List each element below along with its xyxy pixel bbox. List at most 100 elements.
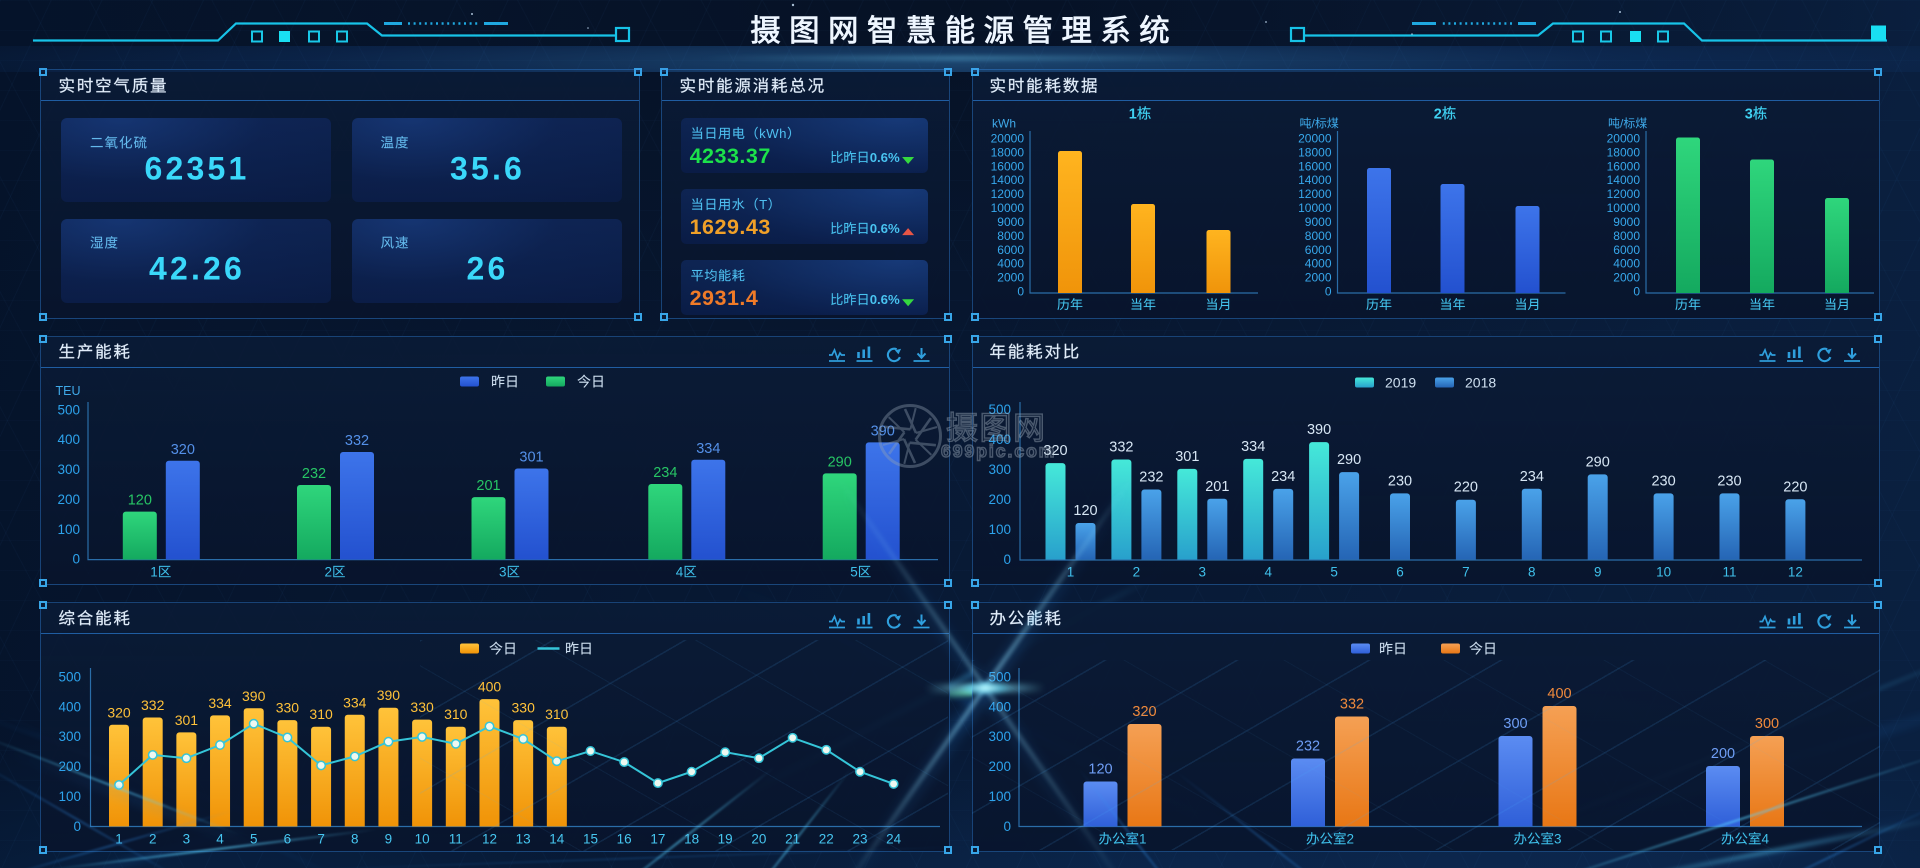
- svg-text:230: 230: [1388, 473, 1412, 489]
- svg-text:200: 200: [988, 492, 1011, 507]
- svg-text:400: 400: [57, 432, 80, 447]
- svg-text:1: 1: [1067, 565, 1075, 580]
- svg-text:12000: 12000: [1607, 187, 1641, 201]
- svg-text:10000: 10000: [991, 201, 1025, 215]
- svg-text:19: 19: [718, 832, 733, 847]
- svg-text:14000: 14000: [991, 173, 1025, 187]
- svg-text:14000: 14000: [1298, 173, 1332, 187]
- svg-text:330: 330: [276, 700, 300, 716]
- svg-text:4000: 4000: [997, 257, 1024, 271]
- svg-text:8000: 8000: [997, 229, 1024, 243]
- svg-text:2: 2: [1133, 565, 1141, 580]
- svg-text:390: 390: [1307, 422, 1331, 438]
- svg-text:2000: 2000: [1613, 271, 1640, 285]
- svg-text:6: 6: [284, 832, 292, 847]
- svg-text:310: 310: [545, 706, 569, 722]
- svg-text:310: 310: [444, 706, 468, 722]
- svg-text:3: 3: [1199, 565, 1207, 580]
- svg-text:320: 320: [1132, 704, 1156, 720]
- svg-text:4: 4: [1264, 565, 1272, 580]
- svg-text:300: 300: [57, 462, 80, 477]
- svg-text:3: 3: [1554, 832, 1562, 847]
- svg-text:200: 200: [57, 492, 80, 507]
- svg-text:301: 301: [1175, 449, 1199, 465]
- svg-text:334: 334: [343, 694, 367, 710]
- svg-text:332: 332: [1340, 697, 1364, 713]
- svg-text:9000: 9000: [997, 215, 1024, 229]
- svg-text:15: 15: [583, 832, 598, 847]
- svg-text:0: 0: [1003, 552, 1011, 567]
- svg-text:400: 400: [478, 679, 502, 695]
- svg-text:12000: 12000: [1298, 187, 1332, 201]
- svg-text:332: 332: [141, 697, 165, 713]
- svg-text:100: 100: [58, 789, 81, 804]
- svg-text:18000: 18000: [1298, 145, 1332, 159]
- svg-text:390: 390: [871, 423, 895, 439]
- svg-text:334: 334: [1241, 439, 1265, 455]
- svg-text:100: 100: [988, 522, 1011, 537]
- svg-text:330: 330: [512, 700, 536, 716]
- svg-text:220: 220: [1783, 479, 1807, 495]
- svg-text:500: 500: [57, 402, 80, 417]
- svg-text:1: 1: [115, 832, 123, 847]
- svg-text:300: 300: [58, 729, 81, 744]
- svg-text:301: 301: [519, 450, 543, 466]
- svg-text:230: 230: [1651, 473, 1675, 489]
- svg-text:300: 300: [988, 729, 1011, 744]
- svg-text:14: 14: [549, 832, 565, 847]
- svg-text:320: 320: [107, 704, 131, 720]
- svg-text:10: 10: [1656, 565, 1671, 580]
- svg-text:320: 320: [1043, 443, 1067, 459]
- svg-text:0.6%: 0.6%: [870, 221, 900, 236]
- svg-text:10000: 10000: [1298, 201, 1332, 215]
- svg-text:4000: 4000: [1613, 257, 1640, 271]
- svg-text:500: 500: [988, 402, 1011, 417]
- svg-text:234: 234: [653, 465, 677, 481]
- svg-text:390: 390: [242, 688, 266, 704]
- svg-text:8: 8: [1528, 565, 1536, 580]
- svg-text:234: 234: [1271, 469, 1295, 485]
- svg-text:18000: 18000: [991, 145, 1025, 159]
- svg-text:1629.43: 1629.43: [690, 215, 771, 239]
- svg-text:5: 5: [850, 565, 858, 580]
- svg-text:16000: 16000: [1298, 159, 1332, 173]
- svg-text:20000: 20000: [1607, 132, 1641, 146]
- svg-text:9000: 9000: [1613, 215, 1640, 229]
- svg-text:6000: 6000: [997, 243, 1024, 257]
- svg-text:200: 200: [58, 759, 81, 774]
- svg-text:12000: 12000: [991, 187, 1025, 201]
- svg-text:0.6%: 0.6%: [870, 292, 900, 307]
- svg-text:290: 290: [1337, 452, 1361, 468]
- svg-text:120: 120: [1073, 503, 1097, 519]
- svg-text:0: 0: [1325, 285, 1332, 299]
- svg-text:0: 0: [1633, 285, 1640, 299]
- svg-text:6: 6: [1396, 565, 1404, 580]
- svg-text:400: 400: [58, 699, 81, 714]
- svg-text:232: 232: [302, 466, 326, 482]
- svg-text:0: 0: [1017, 285, 1024, 299]
- svg-text:24: 24: [886, 832, 902, 847]
- svg-text:2000: 2000: [997, 271, 1024, 285]
- svg-text:290: 290: [1586, 454, 1610, 470]
- svg-text:8000: 8000: [1305, 229, 1332, 243]
- svg-text:11: 11: [1722, 565, 1736, 580]
- svg-text:2: 2: [325, 565, 333, 580]
- svg-text:14000: 14000: [1607, 173, 1641, 187]
- svg-text:9: 9: [385, 832, 393, 847]
- svg-text:10: 10: [415, 832, 430, 847]
- svg-text:16000: 16000: [991, 159, 1025, 173]
- svg-text:332: 332: [1109, 440, 1133, 456]
- svg-text:2: 2: [1434, 107, 1442, 123]
- svg-text:4233.37: 4233.37: [690, 144, 771, 168]
- svg-text:2000: 2000: [1305, 271, 1332, 285]
- svg-text:301: 301: [175, 712, 199, 728]
- svg-text:1: 1: [1129, 107, 1137, 123]
- svg-text:21: 21: [785, 832, 800, 847]
- svg-text:334: 334: [208, 695, 232, 711]
- svg-text:500: 500: [988, 669, 1011, 684]
- svg-text:100: 100: [988, 789, 1011, 804]
- svg-text:13: 13: [516, 832, 531, 847]
- svg-text:kWh: kWh: [759, 126, 787, 141]
- svg-text:4: 4: [1762, 832, 1770, 847]
- svg-text:23: 23: [852, 832, 867, 847]
